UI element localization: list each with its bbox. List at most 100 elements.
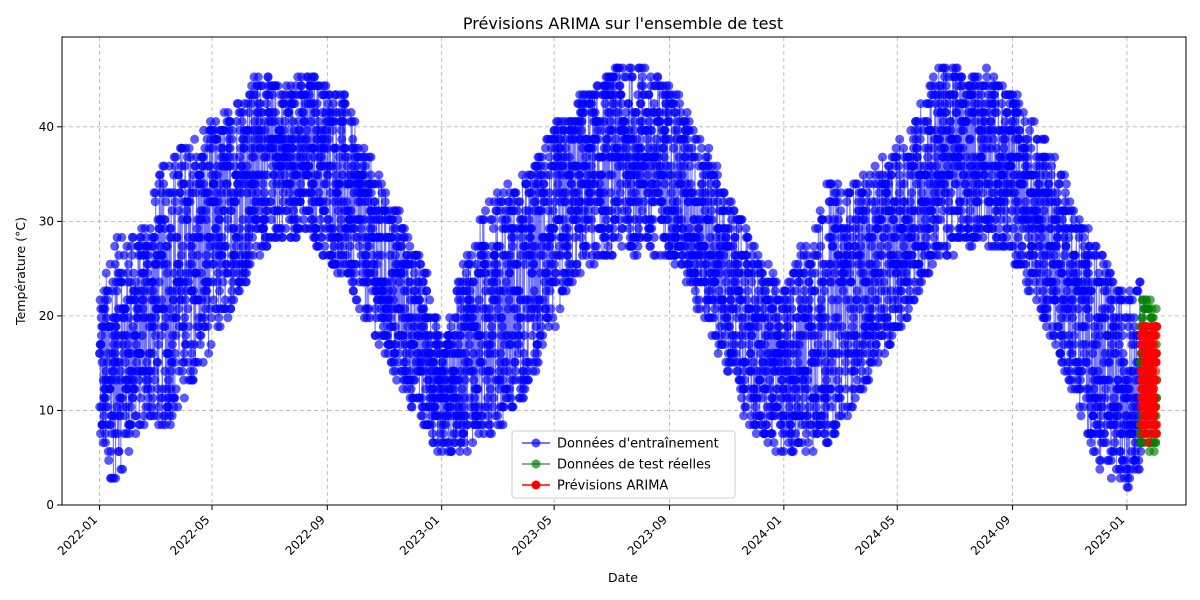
data-point <box>417 393 427 403</box>
data-point <box>492 259 502 269</box>
data-point <box>131 357 141 367</box>
data-point <box>741 402 751 412</box>
data-point <box>637 206 647 216</box>
data-point <box>193 250 203 260</box>
data-point <box>486 366 496 376</box>
data-point <box>303 152 313 162</box>
data-point <box>567 277 577 287</box>
data-point <box>753 250 763 260</box>
data-point <box>839 277 848 287</box>
data-point <box>580 108 589 117</box>
data-point <box>538 295 548 305</box>
data-point <box>794 340 804 349</box>
data-point <box>898 224 908 233</box>
data-point <box>930 224 940 233</box>
data-point <box>241 277 251 287</box>
data-point <box>845 188 855 198</box>
data-point <box>855 232 865 242</box>
data-point <box>538 331 548 340</box>
data-point <box>997 99 1007 109</box>
data-point <box>505 384 515 394</box>
data-point <box>390 250 400 260</box>
data-point <box>105 384 115 394</box>
data-point <box>180 161 190 171</box>
data-point <box>767 429 777 439</box>
data-point <box>827 277 836 287</box>
data-point <box>740 313 750 323</box>
data-point <box>907 188 917 198</box>
data-point <box>348 134 358 144</box>
data-point <box>749 241 759 251</box>
data-point <box>757 393 767 403</box>
data-point <box>162 268 172 278</box>
data-point <box>805 313 815 323</box>
data-point <box>502 215 512 225</box>
data-point <box>666 188 676 198</box>
data-point <box>296 81 306 91</box>
data-point <box>756 259 766 269</box>
data-point <box>209 295 218 305</box>
data-point <box>527 268 537 278</box>
data-point <box>332 188 342 198</box>
data-point <box>561 143 571 153</box>
data-point <box>649 232 659 242</box>
data-point <box>719 250 729 260</box>
data-point <box>802 384 812 394</box>
data-point <box>101 438 110 448</box>
data-point <box>786 277 796 287</box>
data-point <box>611 134 621 144</box>
data-point <box>702 259 712 269</box>
data-point <box>152 357 162 367</box>
data-point <box>994 224 1004 233</box>
data-point <box>790 286 800 296</box>
data-point <box>366 152 376 162</box>
data-point <box>459 438 469 448</box>
data-point <box>281 224 291 233</box>
data-point <box>733 259 742 269</box>
data-point <box>493 295 503 305</box>
data-point <box>786 420 796 430</box>
data-point <box>432 313 442 323</box>
data-point <box>150 375 160 385</box>
data-point <box>832 375 842 385</box>
data-point <box>616 90 626 100</box>
data-point <box>1000 197 1010 207</box>
data-point <box>128 232 138 242</box>
data-point <box>823 340 833 349</box>
data-point <box>551 277 561 287</box>
data-point <box>935 134 945 144</box>
data-point <box>768 304 778 314</box>
data-point <box>684 259 694 269</box>
data-point <box>873 357 883 367</box>
data-point <box>766 295 776 305</box>
data-point <box>180 313 190 323</box>
data-point <box>455 447 465 456</box>
data-point <box>291 232 301 242</box>
data-point <box>167 340 177 349</box>
data-point <box>654 188 664 198</box>
data-point <box>803 411 812 421</box>
data-point <box>280 117 290 126</box>
data-point <box>571 215 581 225</box>
data-point <box>527 331 537 340</box>
data-point <box>187 241 197 251</box>
data-point <box>485 384 495 394</box>
data-point <box>665 134 675 144</box>
data-point <box>237 117 247 126</box>
data-point <box>730 340 740 349</box>
data-point <box>418 277 428 287</box>
data-point <box>863 366 873 376</box>
data-point <box>120 411 130 421</box>
data-point <box>777 375 787 385</box>
data-point <box>450 366 460 376</box>
data-point <box>1021 259 1030 269</box>
data-point <box>129 268 139 278</box>
data-point <box>483 259 493 269</box>
data-point <box>644 90 654 100</box>
data-point <box>672 232 682 242</box>
data-point <box>499 188 508 198</box>
data-point <box>707 215 717 225</box>
data-point <box>488 331 498 340</box>
data-point <box>884 179 894 189</box>
data-point <box>394 206 404 216</box>
